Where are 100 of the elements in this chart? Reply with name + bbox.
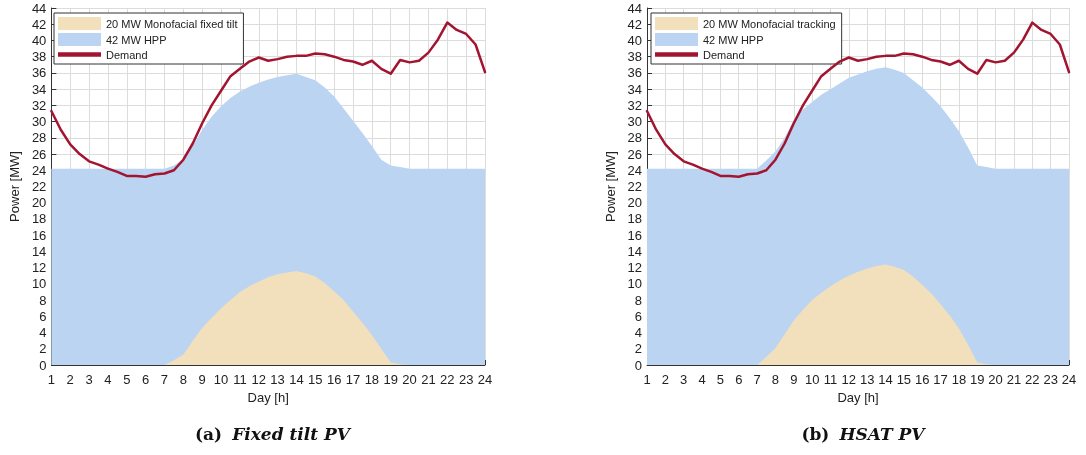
y-tick-label: 28 bbox=[627, 130, 642, 146]
y-tick-label: 44 bbox=[627, 0, 642, 16]
x-tick-label: 15 bbox=[896, 372, 912, 387]
y-tick-label: 14 bbox=[627, 243, 642, 259]
y-tick-label: 44 bbox=[31, 0, 47, 16]
x-tick-label: 11 bbox=[233, 372, 247, 387]
y-tick-label: 18 bbox=[31, 211, 47, 227]
y-tick-label: 20 bbox=[627, 195, 642, 211]
x-tick-label: 20 bbox=[988, 372, 1003, 387]
y-axis-title: Power [MW] bbox=[602, 151, 618, 222]
y-tick-label: 0 bbox=[634, 357, 642, 373]
x-tick-label: 7 bbox=[753, 372, 761, 387]
line-series bbox=[50, 21, 487, 179]
y-tick-label: 26 bbox=[627, 146, 642, 162]
x-tick-label: 12 bbox=[841, 372, 857, 387]
x-tick-label: 10 bbox=[213, 372, 229, 387]
y-tick-label: 18 bbox=[627, 211, 642, 227]
x-tick-label: 21 bbox=[1006, 372, 1022, 387]
legend-label: 20 MW Monofacial tracking bbox=[703, 17, 836, 30]
y-tick-label: 8 bbox=[634, 292, 642, 308]
y-tick-label: 34 bbox=[627, 81, 642, 97]
y-tick-label: 2 bbox=[39, 341, 47, 357]
x-tick-label: 22 bbox=[1025, 372, 1040, 387]
legend-label: Demand bbox=[106, 48, 148, 61]
x-tick-label: 23 bbox=[1043, 372, 1058, 387]
y-tick-label: 24 bbox=[627, 162, 642, 178]
legend-label: 42 MW HPP bbox=[703, 33, 764, 46]
y-tick-label: 28 bbox=[31, 130, 47, 146]
x-tick-label: 22 bbox=[440, 372, 455, 387]
x-tick-label: 15 bbox=[308, 372, 323, 387]
legend-label: Demand bbox=[703, 48, 745, 61]
y-tick-label: 16 bbox=[627, 227, 642, 243]
y-axis-title: Power [MW] bbox=[7, 151, 22, 222]
x-tick-label: 24 bbox=[477, 372, 493, 387]
x-tick-label: 9 bbox=[790, 372, 798, 387]
y-tick-label: 22 bbox=[31, 179, 47, 194]
y-tick-label: 12 bbox=[627, 260, 642, 276]
x-tick-label: 14 bbox=[878, 372, 893, 387]
x-tick-label: 13 bbox=[270, 372, 285, 387]
y-tick-label: 14 bbox=[31, 243, 47, 259]
x-tick-label: 14 bbox=[289, 372, 304, 387]
y-tick-label: 10 bbox=[31, 276, 47, 292]
x-tick-label: 10 bbox=[804, 372, 820, 387]
x-tick-label: 4 bbox=[104, 372, 112, 387]
line-series bbox=[645, 21, 1071, 179]
y-tick-label: 40 bbox=[31, 32, 47, 48]
x-tick-label: 3 bbox=[680, 372, 688, 387]
x-tick-label: 8 bbox=[179, 372, 187, 387]
y-tick-label: 12 bbox=[31, 260, 47, 276]
x-tick-label: 5 bbox=[123, 372, 131, 387]
y-tick-label: 22 bbox=[627, 179, 642, 194]
y-tick-label: 4 bbox=[39, 325, 47, 341]
y-tick-label: 20 bbox=[31, 195, 47, 211]
x-tick-label: 2 bbox=[66, 372, 74, 387]
y-tick-label: 30 bbox=[31, 114, 47, 130]
x-tick-label: 18 bbox=[364, 372, 380, 387]
y-tick-label: 10 bbox=[627, 276, 642, 292]
y-tick-label: 36 bbox=[31, 65, 47, 81]
x-tick-label: 5 bbox=[716, 372, 725, 387]
x-tick-label: 16 bbox=[326, 372, 342, 387]
y-tick-label: 32 bbox=[31, 97, 47, 113]
y-tick-label: 8 bbox=[39, 292, 47, 308]
x-tick-label: 18 bbox=[951, 372, 967, 387]
x-tick-label: 23 bbox=[458, 372, 474, 387]
y-tick-label: 16 bbox=[31, 227, 47, 243]
y-tick-label: 34 bbox=[31, 81, 47, 97]
y-tick-label: 42 bbox=[31, 16, 47, 32]
x-tick-label: 24 bbox=[1061, 372, 1077, 387]
y-tick-label: 24 bbox=[31, 162, 47, 178]
x-tick-label: 4 bbox=[698, 372, 706, 387]
y-tick-label: 6 bbox=[634, 308, 642, 324]
y-tick-label: 36 bbox=[627, 65, 642, 81]
y-tick-label: 32 bbox=[627, 97, 642, 113]
x-tick-label: 21 bbox=[421, 372, 436, 387]
y-tick-label: 2 bbox=[634, 341, 642, 357]
x-tick-label: 13 bbox=[859, 372, 875, 387]
x-tick-label: 1 bbox=[47, 372, 55, 387]
y-tick-label: 26 bbox=[31, 146, 47, 162]
x-tick-label: 3 bbox=[85, 372, 93, 387]
legend-label: 20 MW Monofacial fixed tilt bbox=[106, 17, 238, 30]
x-tick-label: 9 bbox=[198, 372, 206, 387]
legend-label: 42 MW HPP bbox=[106, 33, 167, 46]
y-tick-label: 4 bbox=[634, 325, 642, 341]
text: (b) HSAT PV bbox=[801, 424, 927, 444]
x-tick-label: 12 bbox=[251, 372, 266, 387]
x-tick-label: 8 bbox=[771, 372, 780, 387]
y-tick-label: 40 bbox=[627, 32, 642, 48]
x-tick-label: 19 bbox=[383, 372, 398, 387]
x-tick-label: 6 bbox=[735, 372, 743, 387]
x-tick-label: 7 bbox=[160, 372, 169, 387]
x-tick-label: 16 bbox=[914, 372, 930, 387]
y-tick-label: 38 bbox=[627, 49, 642, 65]
x-tick-label: 1 bbox=[643, 372, 651, 387]
y-tick-label: 38 bbox=[31, 49, 47, 65]
x-tick-label: 17 bbox=[345, 372, 361, 387]
x-tick-label: 17 bbox=[933, 372, 948, 387]
x-tick-label: 19 bbox=[970, 372, 985, 387]
y-tick-label: 0 bbox=[39, 357, 47, 373]
x-axis-title: Day [h] bbox=[247, 389, 289, 405]
x-axis-title: Day [h] bbox=[837, 389, 879, 405]
